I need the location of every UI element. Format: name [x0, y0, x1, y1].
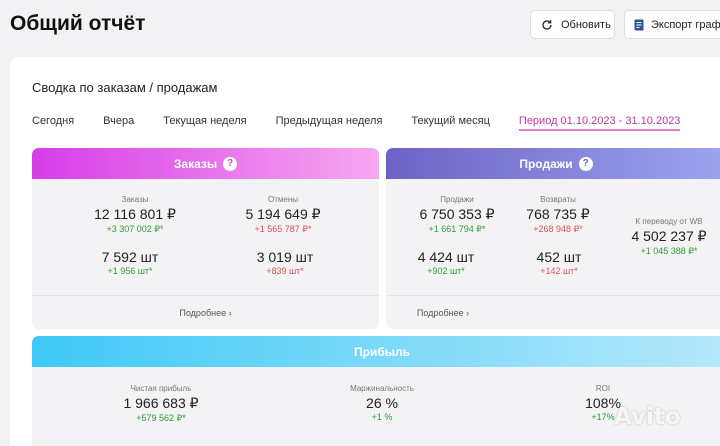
profit-header: Прибыль — [32, 336, 720, 367]
cancels-delta: +1 565 787 ₽* — [254, 224, 312, 234]
divider — [386, 295, 720, 296]
tab-today[interactable]: Сегодня — [32, 115, 75, 127]
sales-panel: Продажи ? Продажи 6 750 353 ₽ +1 661 794… — [386, 148, 720, 329]
sales-title: Продажи — [519, 156, 573, 171]
margin-delta: +1 % — [371, 412, 393, 422]
period-tabs: Сегодня Вчера Текущая неделя Предыдущая … — [32, 115, 709, 131]
orders-panel: Заказы ? Заказы 12 116 801 ₽ +3 307 002 … — [32, 148, 379, 329]
roi-label: ROI — [595, 384, 611, 393]
orders-qty-delta: +1 956 шт* — [107, 266, 153, 276]
help-icon[interactable]: ? — [223, 156, 238, 171]
orders-value: 12 116 801 ₽ — [94, 206, 176, 222]
payout-value: 4 502 237 ₽ — [631, 228, 707, 244]
tab-yesterday[interactable]: Вчера — [103, 115, 135, 127]
net-profit-delta: +579 562 ₽* — [136, 413, 186, 423]
sales-stat: Продажи 6 750 353 ₽ +1 661 794 ₽* — [397, 195, 517, 235]
margin-value: 26 % — [366, 395, 398, 411]
tab-previous-week[interactable]: Предыдущая неделя — [275, 115, 383, 127]
refresh-icon — [540, 19, 554, 31]
orders-header: Заказы ? — [32, 148, 379, 179]
sales-more-link[interactable]: Подробнее › — [416, 308, 470, 318]
orders-delta: +3 307 002 ₽* — [106, 224, 164, 234]
cancels-qty-delta: +839 шт* — [266, 266, 304, 276]
export-charts-button[interactable]: Экспорт графиков — [624, 10, 720, 39]
roi-value: 108% — [585, 395, 621, 411]
returns-qty: 452 шт — [536, 249, 582, 265]
tab-current-week[interactable]: Текущая неделя — [163, 115, 247, 127]
profit-panel: Прибыль Чистая прибыль 1 966 683 ₽ +579 … — [32, 336, 720, 446]
word-document-icon — [634, 19, 644, 31]
profit-title: Прибыль — [354, 344, 410, 359]
refresh-button[interactable]: Обновить — [530, 10, 615, 39]
sales-qty-stat: 4 424 шт +902 шт* — [386, 249, 506, 276]
orders-label: Заказы — [121, 195, 149, 204]
roi-delta: +17% — [591, 412, 615, 422]
sales-delta: +1 661 794 ₽* — [428, 224, 486, 234]
returns-qty-stat: 452 шт +142 шт* — [499, 249, 619, 276]
net-profit-value: 1 966 683 ₽ — [123, 395, 199, 411]
sales-qty-delta: +902 шт* — [427, 266, 465, 276]
cancels-qty: 3 019 шт — [256, 249, 314, 265]
help-icon[interactable]: ? — [578, 156, 593, 171]
sales-value: 6 750 353 ₽ — [419, 206, 495, 222]
returns-label: Возвраты — [540, 195, 576, 204]
payout-stat: К переводу от WB 4 502 237 ₽ +1 045 388 … — [609, 217, 720, 257]
cancels-stat: Отмены 5 194 649 ₽ +1 565 787 ₽* — [223, 195, 343, 235]
export-label: Экспорт графиков — [651, 18, 720, 31]
page-title: Общий отчёт — [10, 12, 146, 35]
tab-period[interactable]: Период 01.10.2023 - 31.10.2023 — [518, 115, 681, 131]
returns-delta: +268 948 ₽* — [533, 224, 583, 234]
orders-stat: Заказы 12 116 801 ₽ +3 307 002 ₽* — [75, 195, 195, 235]
margin-stat: Маржинальность 26 % +1 % — [322, 384, 442, 422]
payout-delta: +1 045 388 ₽* — [640, 246, 698, 256]
summary-title: Сводка по заказам / продажам — [32, 80, 218, 95]
net-profit-label: Чистая прибыль — [130, 384, 192, 393]
avito-watermark: Avito — [614, 404, 681, 430]
cancels-label: Отмены — [267, 195, 298, 204]
sales-label: Продажи — [440, 195, 474, 204]
margin-label: Маржинальность — [350, 384, 414, 393]
payout-label: К переводу от WB — [635, 217, 703, 226]
returns-qty-delta: +142 шт* — [540, 266, 578, 276]
tab-current-month[interactable]: Текущий месяц — [411, 115, 490, 127]
orders-qty-stat: 7 592 шт +1 956 шт* — [70, 249, 190, 276]
divider — [32, 295, 379, 296]
net-profit-stat: Чистая прибыль 1 966 683 ₽ +579 562 ₽* — [101, 384, 221, 424]
orders-more-link[interactable]: Подробнее › — [179, 308, 232, 318]
sales-header: Продажи ? — [386, 148, 720, 179]
orders-qty: 7 592 шт — [101, 249, 159, 265]
cancels-qty-stat: 3 019 шт +839 шт* — [225, 249, 345, 276]
returns-value: 768 735 ₽ — [526, 206, 590, 222]
roi-stat: ROI 108% +17% — [543, 384, 663, 422]
orders-title: Заказы — [173, 156, 218, 171]
sales-qty: 4 424 шт — [417, 249, 475, 265]
refresh-label: Обновить — [561, 18, 611, 31]
cancels-value: 5 194 649 ₽ — [245, 206, 321, 222]
returns-stat: Возвраты 768 735 ₽ +268 948 ₽* — [498, 195, 618, 235]
